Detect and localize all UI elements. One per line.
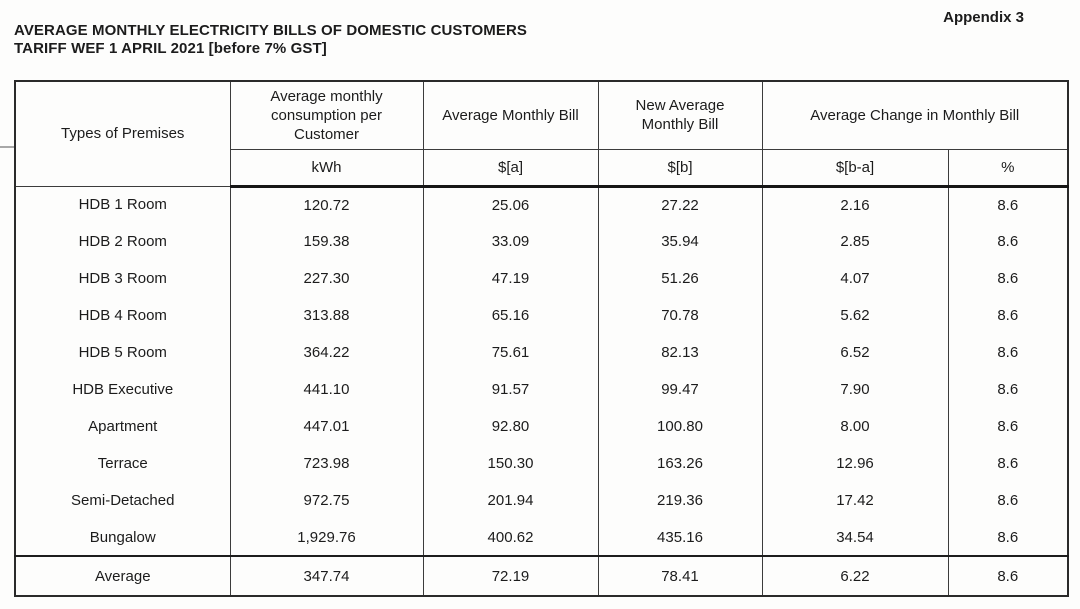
unit-dollar-a: $[a] — [422, 149, 599, 188]
table-row: HDB 4 Room 313.88 65.16 70.78 5.62 8.6 — [14, 297, 1069, 334]
average-row: Average 347.74 72.19 78.41 6.22 8.6 — [14, 555, 1069, 596]
value-cell: 8.6 — [947, 297, 1069, 334]
header-consumption: Average monthly consumption per Customer — [229, 81, 424, 150]
value-cell: 65.16 — [422, 297, 599, 334]
header-new-average-monthly-bill: New Average Monthly Bill — [597, 81, 763, 150]
value-cell: 8.6 — [947, 482, 1069, 519]
value-cell: 2.16 — [761, 186, 949, 223]
value-cell: 364.22 — [229, 334, 424, 371]
premises-cell: HDB 5 Room — [14, 334, 231, 371]
value-cell: 72.19 — [422, 555, 599, 596]
value-cell: 47.19 — [422, 260, 599, 297]
header-types-of-premises: Types of Premises — [14, 81, 231, 187]
value-cell: 4.07 — [761, 260, 949, 297]
value-cell: 227.30 — [229, 260, 424, 297]
value-cell: 120.72 — [229, 186, 424, 223]
value-cell: 723.98 — [229, 445, 424, 482]
premises-cell: HDB Executive — [14, 371, 231, 408]
value-cell: 8.6 — [947, 371, 1069, 408]
premises-cell: Bungalow — [14, 519, 231, 556]
value-cell: 8.6 — [947, 186, 1069, 223]
value-cell: 91.57 — [422, 371, 599, 408]
table-row: Semi-Detached 972.75 201.94 219.36 17.42 8.6 — [14, 482, 1069, 519]
table-row: Terrace 723.98 150.30 163.26 12.96 8.6 — [14, 445, 1069, 482]
value-cell: 8.00 — [761, 408, 949, 445]
value-cell: 8.6 — [947, 260, 1069, 297]
value-cell: 78.41 — [597, 555, 763, 596]
value-cell: 12.96 — [761, 445, 949, 482]
value-cell: 400.62 — [422, 519, 599, 556]
value-cell: 6.22 — [761, 555, 949, 596]
value-cell: 92.80 — [422, 408, 599, 445]
table-row: HDB 2 Room 159.38 33.09 35.94 2.85 8.6 — [14, 223, 1069, 260]
page-title-block: AVERAGE MONTHLY ELECTRICITY BILLS OF DOM… — [14, 22, 527, 58]
value-cell: 82.13 — [597, 334, 763, 371]
premises-cell: Semi-Detached — [14, 482, 231, 519]
electricity-bills-table: Types of Premises Average monthly consum… — [14, 80, 1070, 597]
table-row: HDB 1 Room 120.72 25.06 27.22 2.16 8.6 — [14, 186, 1069, 223]
page-subtitle: TARIFF WEF 1 APRIL 2021 [before 7% GST] — [14, 40, 327, 57]
value-cell: 1,929.76 — [229, 519, 424, 556]
table-row: HDB 5 Room 364.22 75.61 82.13 6.52 8.6 — [14, 334, 1069, 371]
value-cell: 347.74 — [229, 555, 424, 596]
value-cell: 35.94 — [597, 223, 763, 260]
table-body: HDB 1 Room 120.72 25.06 27.22 2.16 8.6 HDB 2 R… — [14, 186, 1069, 556]
value-cell: 441.10 — [229, 371, 424, 408]
value-cell: 8.6 — [947, 445, 1069, 482]
value-cell: 163.26 — [597, 445, 763, 482]
premises-cell: HDB 2 Room — [14, 223, 231, 260]
value-cell: 6.52 — [761, 334, 949, 371]
table-row: HDB 3 Room 227.30 47.19 51.26 4.07 8.6 — [14, 260, 1069, 297]
value-cell: 159.38 — [229, 223, 424, 260]
value-cell: 7.90 — [761, 371, 949, 408]
value-cell: 219.36 — [597, 482, 763, 519]
premises-cell: HDB 3 Room — [14, 260, 231, 297]
value-cell: 17.42 — [761, 482, 949, 519]
appendix-label: Appendix 3 — [943, 9, 1024, 26]
value-cell: 70.78 — [597, 297, 763, 334]
premises-cell: Apartment — [14, 408, 231, 445]
value-cell: 8.6 — [947, 334, 1069, 371]
value-cell: 447.01 — [229, 408, 424, 445]
header-average-monthly-bill: Average Monthly Bill — [422, 81, 599, 150]
value-cell: 8.6 — [947, 519, 1069, 556]
value-cell: 75.61 — [422, 334, 599, 371]
value-cell: 27.22 — [597, 186, 763, 223]
value-cell: 2.85 — [761, 223, 949, 260]
header-average-change: Average Change in Monthly Bill — [761, 81, 1069, 150]
unit-dollar-b: $[b] — [597, 149, 763, 188]
table-row: Bungalow 1,929.76 400.62 435.16 34.54 8.6 — [14, 519, 1069, 556]
unit-kwh: kWh — [229, 149, 424, 188]
value-cell: 435.16 — [597, 519, 763, 556]
table-row: HDB Executive 441.10 91.57 99.47 7.90 8.6 — [14, 371, 1069, 408]
value-cell: 8.6 — [947, 408, 1069, 445]
premises-cell: HDB 1 Room — [14, 186, 231, 223]
unit-percent: % — [947, 149, 1069, 188]
table-footer: Average 347.74 72.19 78.41 6.22 8.6 — [14, 555, 1069, 596]
value-cell: 8.6 — [947, 555, 1069, 596]
value-cell: 5.62 — [761, 297, 949, 334]
table-header: Types of Premises Average monthly consum… — [14, 81, 1069, 188]
value-cell: 51.26 — [597, 260, 763, 297]
value-cell: 150.30 — [422, 445, 599, 482]
unit-dollar-b-minus-a: $[b-a] — [761, 149, 949, 188]
value-cell: 8.6 — [947, 223, 1069, 260]
premises-cell: Terrace — [14, 445, 231, 482]
left-edge-mark — [0, 146, 14, 148]
value-cell: 99.47 — [597, 371, 763, 408]
premises-cell: Average — [14, 555, 231, 596]
premises-cell: HDB 4 Room — [14, 297, 231, 334]
value-cell: 100.80 — [597, 408, 763, 445]
table-row: Apartment 447.01 92.80 100.80 8.00 8.6 — [14, 408, 1069, 445]
value-cell: 25.06 — [422, 186, 599, 223]
value-cell: 34.54 — [761, 519, 949, 556]
value-cell: 201.94 — [422, 482, 599, 519]
value-cell: 313.88 — [229, 297, 424, 334]
page-title: AVERAGE MONTHLY ELECTRICITY BILLS OF DOM… — [14, 22, 528, 39]
value-cell: 33.09 — [422, 223, 599, 260]
value-cell: 972.75 — [229, 482, 424, 519]
